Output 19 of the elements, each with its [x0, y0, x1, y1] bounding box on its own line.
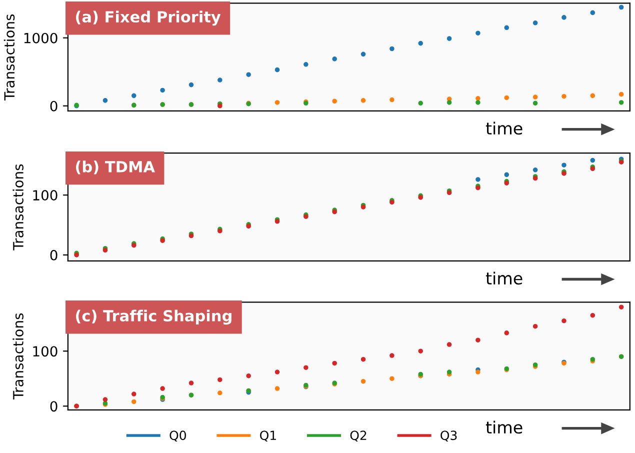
y-tick-label: 1000: [24, 32, 58, 44]
legend-label: Q0: [170, 430, 186, 442]
y-tick-label: 0: [50, 250, 58, 260]
y-axis-title: Transactions: [4, 14, 15, 100]
y-tick-label: 100: [33, 190, 58, 201]
chart-title: (c) Traffic Shaping: [76, 310, 232, 325]
y-tick-label: 0: [50, 100, 58, 112]
legend-label: Q2: [350, 430, 366, 442]
x-axis-title: time: [486, 122, 522, 135]
y-tick-label: 0: [50, 401, 58, 412]
x-axis-title: time: [486, 272, 522, 285]
legend-label: Q3: [440, 430, 457, 442]
legend-label: Q1: [260, 430, 276, 442]
chart-title: (b) TDMA: [76, 160, 155, 174]
chart-title: (a) Fixed Priority: [76, 10, 221, 26]
x-axis-title: time: [486, 420, 522, 434]
y-axis-title: Transactions: [12, 313, 24, 400]
y-tick-label: 100: [33, 346, 58, 357]
y-axis-title: Transactions: [12, 164, 24, 250]
